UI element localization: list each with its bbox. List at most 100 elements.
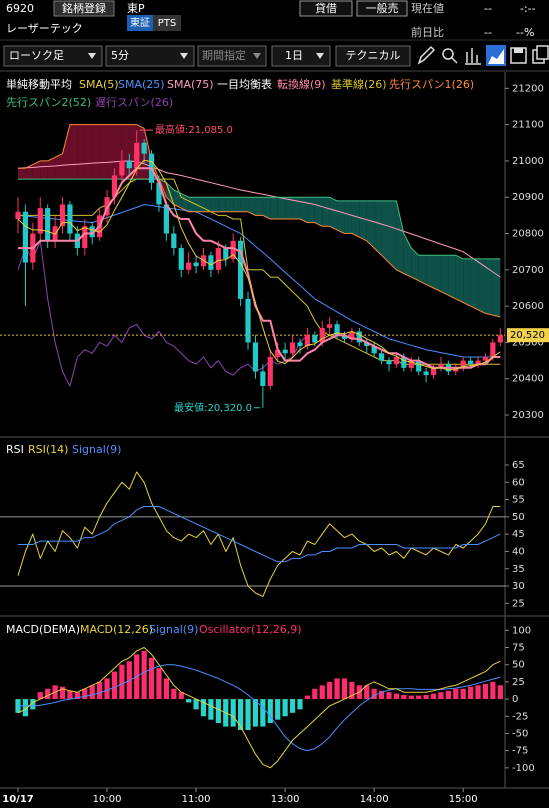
register-button[interactable] xyxy=(53,0,115,17)
exchange-label[interactable]: 東証 xyxy=(130,16,150,29)
legend-entry: SMA(75) xyxy=(167,78,214,91)
y-tick-label: 25 xyxy=(512,677,525,688)
line-series xyxy=(18,506,501,563)
candle-body xyxy=(186,262,192,270)
oscillator-bar xyxy=(386,692,392,700)
line-series xyxy=(18,124,501,318)
bar-icon[interactable] xyxy=(465,48,481,65)
y-tick-label: 20500 xyxy=(512,337,544,348)
y-tick-label: 45 xyxy=(512,529,525,540)
legend-entry: Oscillator(12,26,9) xyxy=(199,623,301,636)
interval[interactable]: 5分 xyxy=(111,49,129,62)
candle-body xyxy=(252,342,259,372)
save-icon-detail xyxy=(514,48,523,53)
register-label[interactable]: 銘柄登録 xyxy=(62,1,106,15)
y-tick-label: 65 xyxy=(512,460,525,471)
oscillator-bar xyxy=(416,695,422,700)
current-price-label: 20,520 xyxy=(510,330,545,341)
oscillator-bar xyxy=(245,699,251,730)
price-plot xyxy=(0,124,505,409)
cloud xyxy=(210,197,219,212)
chart-type[interactable]: ローソク足 xyxy=(9,49,64,62)
cloud xyxy=(374,200,382,256)
line-series xyxy=(18,178,501,260)
candle-body xyxy=(438,364,444,368)
pencil-icon[interactable] xyxy=(417,45,436,65)
oscillator-bar xyxy=(497,685,503,700)
oscillator-bar xyxy=(230,699,236,727)
x-tick-label: 10:00 xyxy=(93,794,122,805)
exchange-tab[interactable] xyxy=(127,15,153,31)
oscillator-bar xyxy=(275,699,281,720)
market: 東P xyxy=(127,2,145,15)
oscillator-bar xyxy=(423,694,429,700)
search-icon[interactable] xyxy=(442,48,454,60)
candle-body xyxy=(312,335,318,343)
span-select[interactable] xyxy=(271,45,331,67)
cloud xyxy=(485,258,493,316)
oscillator-bar xyxy=(89,685,95,700)
cloud xyxy=(69,124,78,180)
line-series xyxy=(17,471,501,597)
oscillator-bar xyxy=(319,685,325,700)
oscillator-bar xyxy=(408,695,414,700)
line-series xyxy=(18,167,501,369)
macd-plot xyxy=(15,647,503,769)
cloud xyxy=(84,124,93,180)
technical[interactable]: テクニカル xyxy=(346,49,401,62)
y-tick-label: -50 xyxy=(512,728,528,739)
cloud xyxy=(77,124,85,180)
technical-button[interactable] xyxy=(335,45,411,67)
candle-body xyxy=(416,360,422,372)
cloud xyxy=(426,255,434,288)
candle-body xyxy=(430,367,437,376)
cloud xyxy=(292,197,300,220)
candle-body xyxy=(260,371,266,386)
candle-body xyxy=(386,360,392,365)
period-select[interactable] xyxy=(197,45,267,67)
exchange-label[interactable]: PTS xyxy=(158,18,177,29)
candle-body xyxy=(215,248,221,270)
candle-body xyxy=(356,331,362,343)
low-label: 最安値:20,320.0 xyxy=(174,401,252,414)
candle-body xyxy=(245,298,251,343)
change-pct: --% xyxy=(516,26,534,39)
axes: 21200 21100 21000 20900 20800 20700 20600 20500… xyxy=(2,83,549,805)
candle-body xyxy=(289,342,296,354)
candle-body xyxy=(282,349,288,354)
oscillator-bar xyxy=(141,650,147,700)
oscillator-bar xyxy=(482,683,489,700)
interval-select[interactable] xyxy=(105,45,195,67)
y-tick-label: 60 xyxy=(512,477,525,488)
cloud xyxy=(47,157,56,180)
cloud xyxy=(440,255,449,296)
candle-body xyxy=(371,346,377,354)
chart-type-select[interactable] xyxy=(3,45,103,67)
cloud xyxy=(322,197,330,227)
exchange-tab[interactable] xyxy=(153,15,181,31)
dropdown-arrow xyxy=(180,53,188,59)
candle-body xyxy=(393,356,400,365)
period[interactable]: 期間指定 xyxy=(202,48,246,62)
change: -- xyxy=(484,26,492,39)
oscillator-bar xyxy=(371,688,377,700)
y-tick-label: -75 xyxy=(512,746,528,757)
sell-label[interactable]: 一般売 xyxy=(366,2,399,15)
cloud xyxy=(448,255,456,299)
candle-body xyxy=(37,208,43,234)
candle-body xyxy=(223,248,229,259)
area-icon[interactable] xyxy=(488,49,504,64)
candle-body xyxy=(267,356,273,386)
cloud xyxy=(455,255,464,303)
line-series xyxy=(17,240,308,387)
margin-label[interactable]: 貸借 xyxy=(315,1,337,15)
margin-button[interactable] xyxy=(299,0,353,17)
span[interactable]: 1日 xyxy=(285,49,303,62)
candle-body xyxy=(67,204,73,234)
oscillator-bar xyxy=(460,688,466,700)
legend-entry: MACD(12,26) xyxy=(80,623,153,636)
panel-title: MACD(DEMA) xyxy=(6,623,80,636)
cloud xyxy=(463,258,471,307)
sell-button[interactable] xyxy=(356,0,408,17)
oscillator-bar xyxy=(430,693,437,700)
